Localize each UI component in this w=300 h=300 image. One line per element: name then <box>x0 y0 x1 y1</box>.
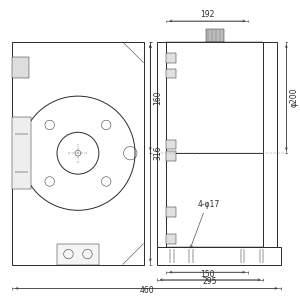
Bar <box>12 57 29 78</box>
Text: 316: 316 <box>153 146 162 160</box>
Text: φ200: φ200 <box>289 88 298 107</box>
Bar <box>167 140 176 149</box>
Bar <box>167 53 176 63</box>
Text: 192: 192 <box>200 10 214 19</box>
Bar <box>167 151 176 161</box>
Text: 160: 160 <box>153 90 162 105</box>
Bar <box>12 42 144 265</box>
Text: 295: 295 <box>203 278 218 286</box>
Text: 460: 460 <box>139 286 154 295</box>
Bar <box>167 234 176 244</box>
Text: 4-φ17: 4-φ17 <box>198 200 220 209</box>
Text: 150: 150 <box>200 270 214 279</box>
Bar <box>57 244 99 265</box>
Bar <box>157 42 166 247</box>
Bar <box>263 42 277 247</box>
Bar <box>206 28 224 42</box>
Bar <box>167 42 263 153</box>
Bar <box>12 117 31 189</box>
Bar <box>167 68 176 78</box>
Bar <box>167 207 176 217</box>
Bar <box>157 248 280 265</box>
Bar <box>167 153 263 248</box>
